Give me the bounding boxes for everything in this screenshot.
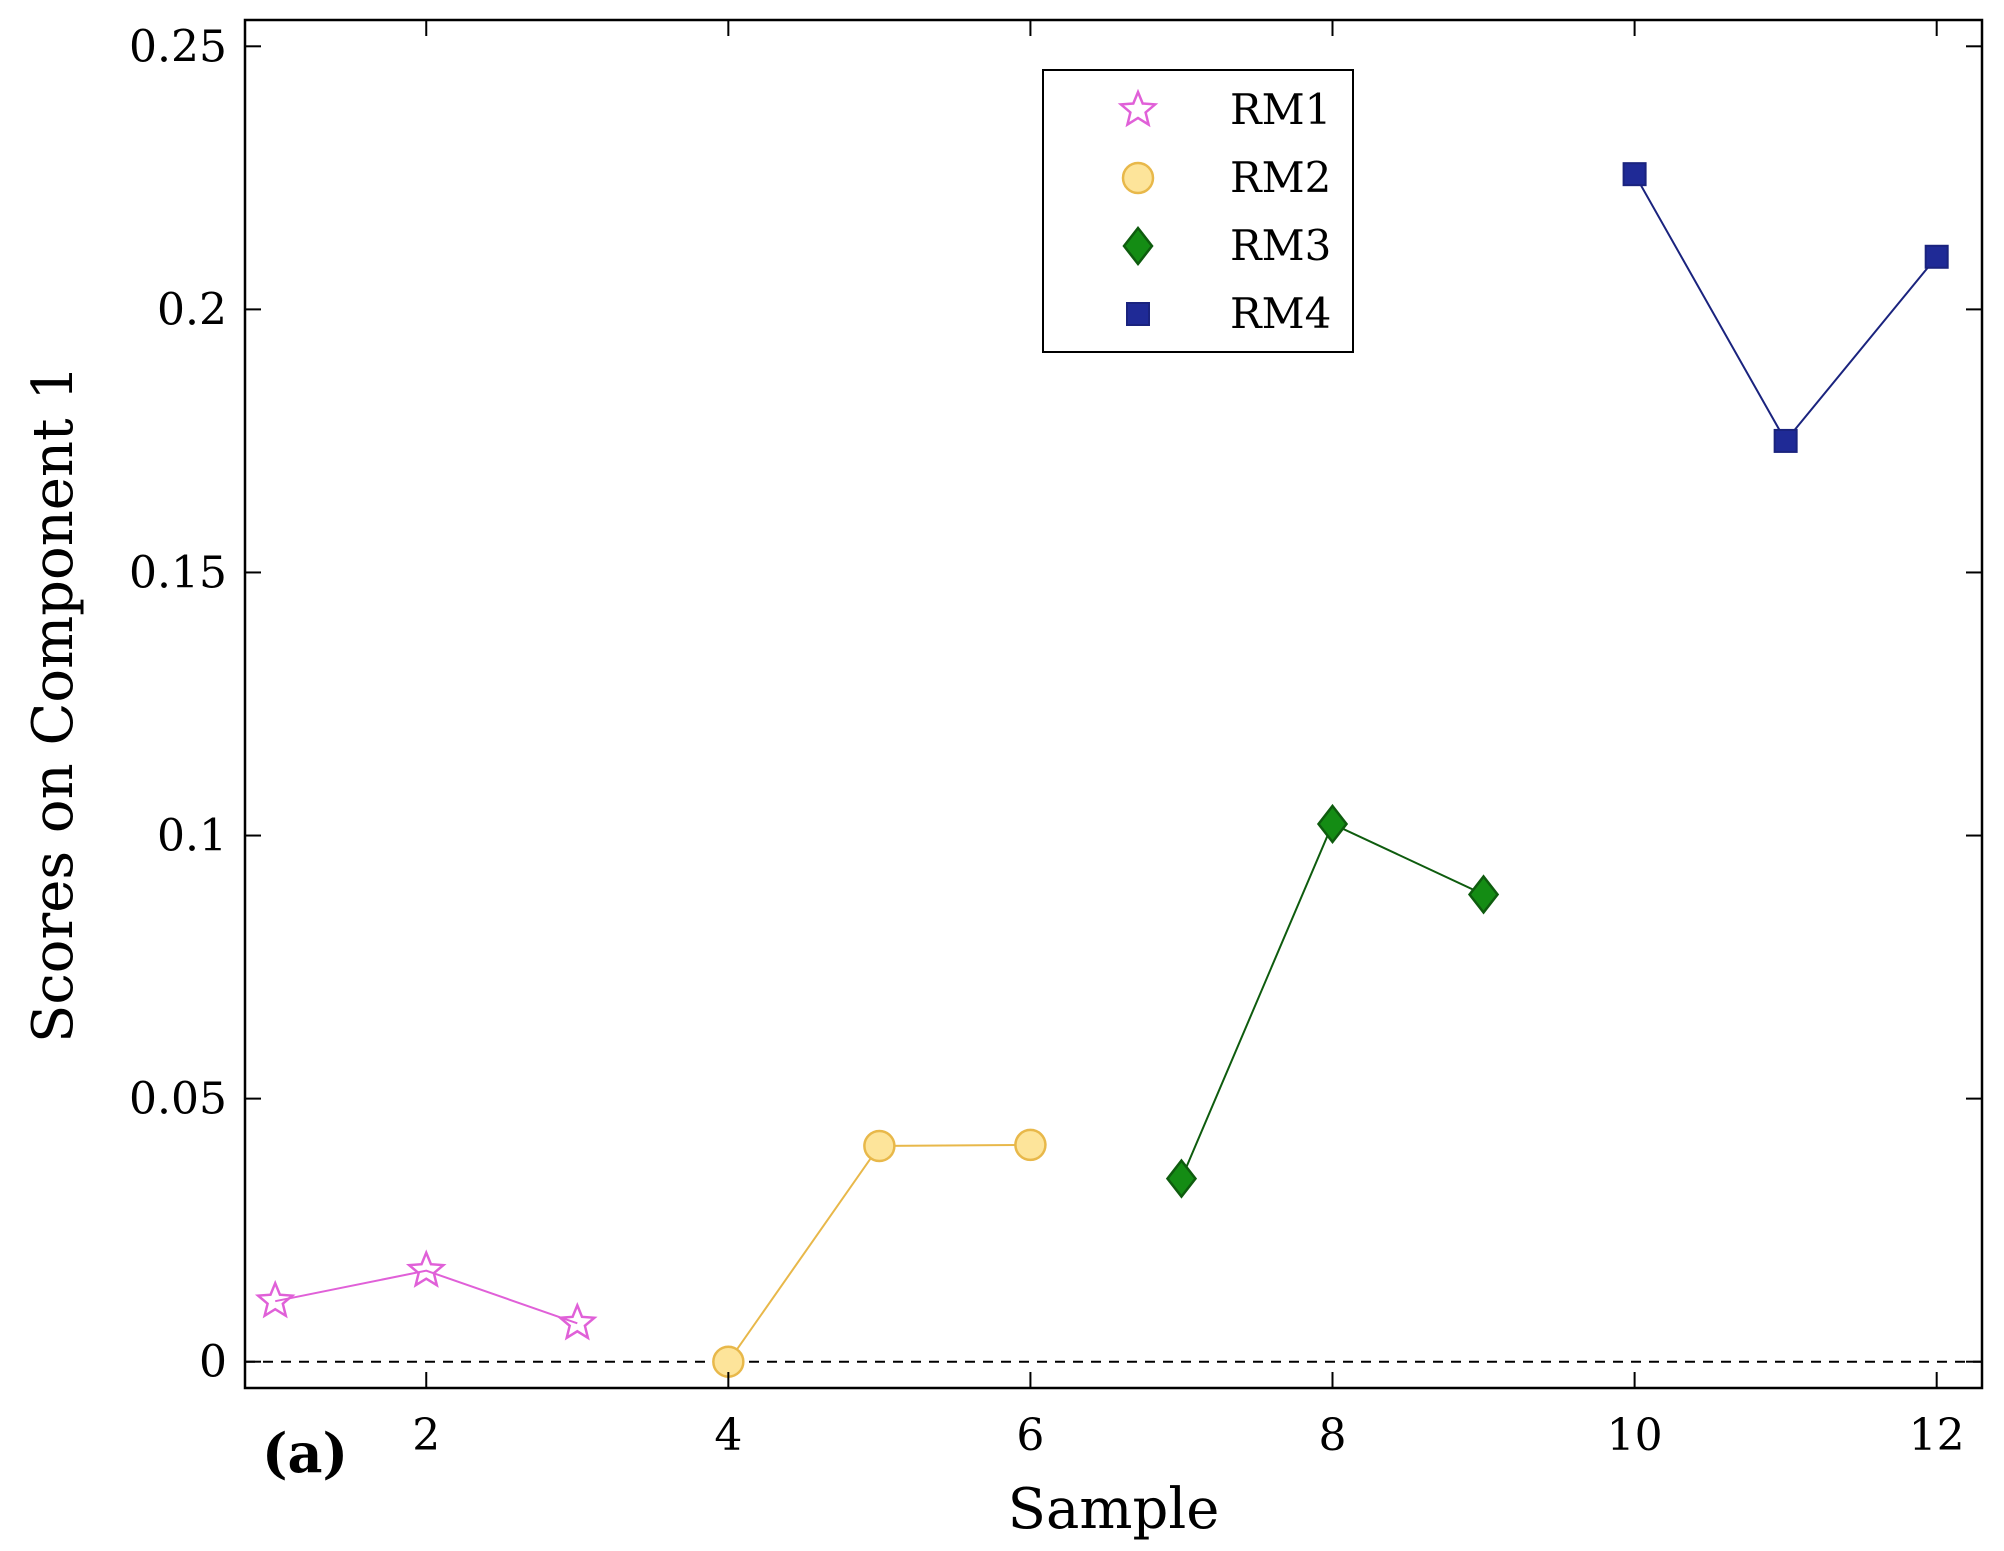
legend-label-rm1: RM1 [1230,85,1331,134]
data-point-rm3 [1467,874,1500,915]
y-axis-title: Scores on Component 1 [21,365,86,1043]
data-point-rm4 [1773,428,1798,453]
legend-marker-rm1 [1117,88,1159,128]
plot-frame [243,18,1984,1390]
series-markers [254,162,1949,1378]
legend-marker-rm4 [1126,302,1150,326]
data-point-rm4 [1924,244,1949,269]
data-point-rm2 [1014,1128,1047,1162]
x-tick-label: 2 [412,1410,440,1461]
y-tick-label: 0 [199,1337,227,1388]
data-point-rm3 [1165,1158,1198,1199]
legend-entry-rm2: RM2 [1121,153,1331,202]
legend-label-rm4: RM4 [1230,289,1331,338]
y-tick-label: 0.05 [129,1074,227,1125]
legend-marker-rm3 [1122,225,1154,267]
panel-label: (a) [262,1421,348,1485]
legend: RM1 RM2 RM3 RM4 [1042,69,1354,353]
legend-entry-rm4: RM4 [1126,289,1331,338]
legend-label-rm2: RM2 [1230,153,1331,202]
data-point-rm1 [557,1301,598,1341]
legend-box [1042,69,1354,353]
y-tick-labels: 0 0.05 0.1 0.15 0.2 0.25 [129,21,227,1387]
x-tick-label: 6 [1016,1410,1044,1461]
x-tick-labels: 2 4 6 8 10 12 [412,1410,1964,1461]
data-point-rm1 [254,1279,296,1319]
data-point-rm3 [1316,803,1349,844]
series-line-rm4 [1633,173,1938,443]
data-point-rm2 [863,1129,896,1163]
y-tick-label: 0.15 [129,547,227,598]
y-tick-label: 0.1 [157,811,227,862]
legend-marker-rm2 [1121,161,1155,195]
series-line-rm3 [1180,822,1484,1179]
data-point-rm4 [1622,162,1647,187]
axis-ticks [245,20,1982,1388]
legend-entry-rm1: RM1 [1117,85,1331,134]
y-tick-label: 0.2 [157,284,227,335]
y-tick-label: 0.25 [129,21,227,72]
legend-entry-rm3: RM3 [1122,221,1331,270]
series-line-rm1 [275,1269,578,1325]
x-tick-label: 8 [1319,1410,1347,1461]
data-point-rm1 [405,1249,447,1288]
legend-label-rm3: RM3 [1230,221,1331,270]
series-line-rm2 [727,1143,1031,1363]
x-tick-label: 12 [1909,1410,1965,1461]
x-axis-title: Sample [1008,1477,1220,1542]
x-tick-label: 10 [1607,1410,1663,1461]
x-tick-label: 4 [714,1410,742,1461]
